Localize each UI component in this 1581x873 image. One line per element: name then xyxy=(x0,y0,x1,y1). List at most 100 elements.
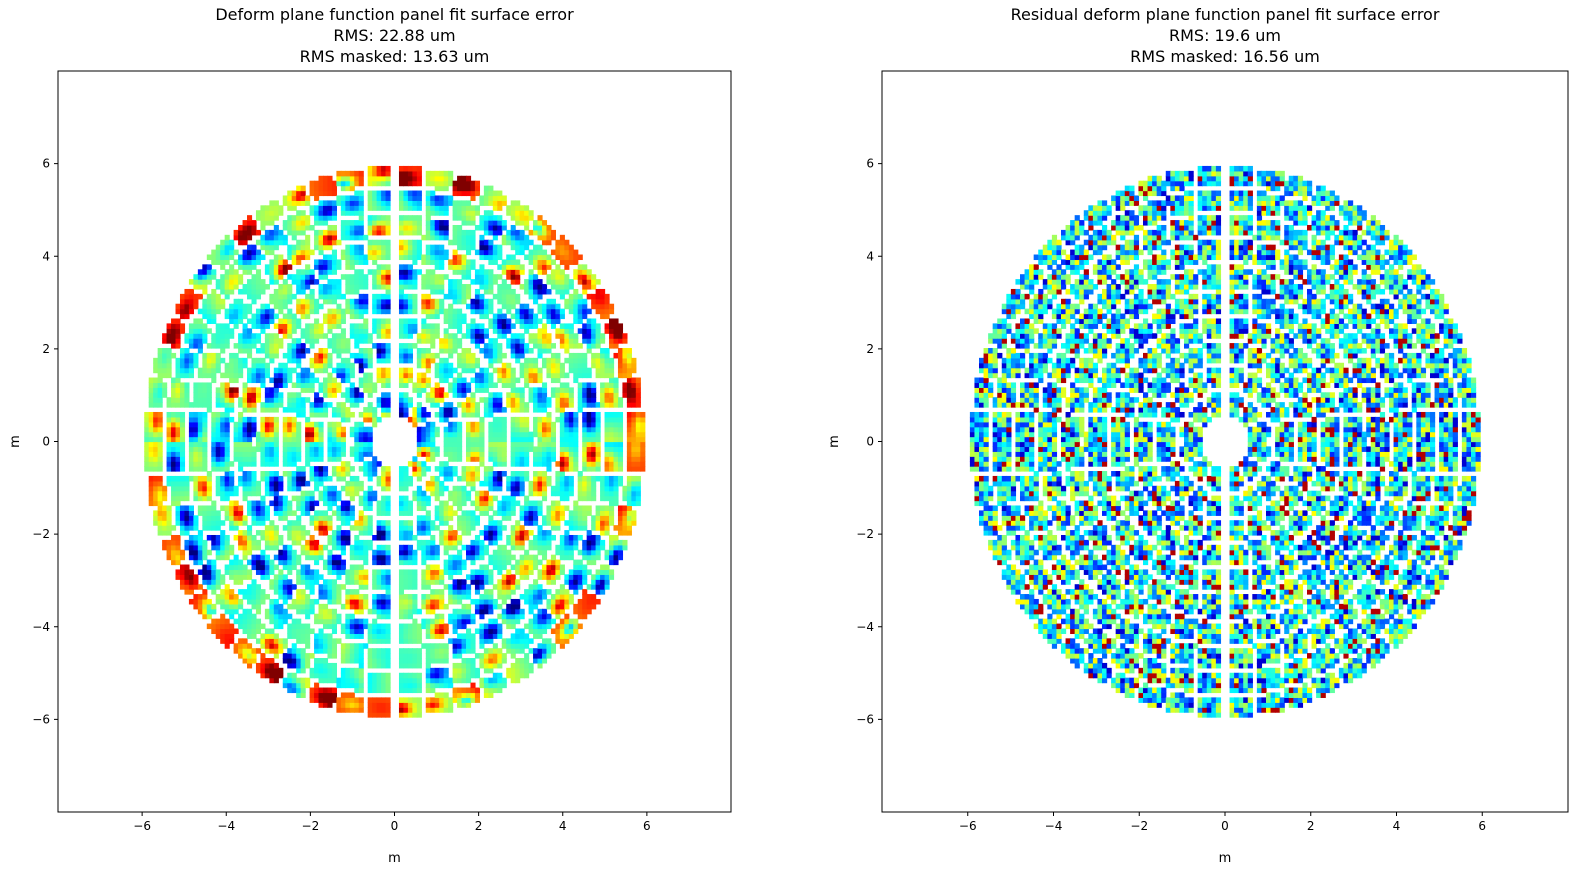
heatmap-cell xyxy=(278,510,284,516)
heatmap-cell xyxy=(282,200,288,206)
heatmap-cell xyxy=(229,249,235,256)
heatmap-cell xyxy=(412,175,418,182)
heatmap-cell xyxy=(398,682,405,689)
heatmap-cell xyxy=(287,328,293,334)
heatmap-cell xyxy=(309,471,315,477)
heatmap-cell xyxy=(336,303,342,310)
heatmap-cell xyxy=(372,308,378,315)
heatmap-cell xyxy=(381,220,387,226)
heatmap-cell xyxy=(376,687,382,694)
heatmap-cell xyxy=(331,185,337,192)
heatmap-cell xyxy=(425,229,431,236)
heatmap-cell xyxy=(238,589,244,595)
heatmap-cell xyxy=(430,180,436,187)
heatmap-cell xyxy=(398,352,405,359)
heatmap-cell xyxy=(166,554,172,561)
heatmap-cell xyxy=(434,579,440,585)
heatmap-cell xyxy=(318,446,324,452)
heatmap-cell xyxy=(452,421,458,428)
heatmap-cell xyxy=(291,677,297,684)
heatmap-cell xyxy=(336,288,342,295)
heatmap-cell xyxy=(385,653,391,659)
heatmap-cell xyxy=(184,338,190,344)
heatmap-cell xyxy=(434,200,440,206)
heatmap-cell xyxy=(385,702,391,708)
heatmap-cell xyxy=(296,608,302,615)
heatmap-cell xyxy=(202,328,208,334)
heatmap-cell xyxy=(354,574,360,580)
heatmap-cell xyxy=(148,451,154,457)
heatmap-cell xyxy=(300,662,306,669)
heatmap-cell xyxy=(403,633,409,639)
heatmap-cell xyxy=(251,249,257,256)
heatmap-cell xyxy=(448,313,454,320)
heatmap-cell xyxy=(296,352,302,359)
heatmap-cell xyxy=(381,224,387,231)
heatmap-cell xyxy=(273,653,279,659)
heatmap-cell xyxy=(309,500,315,507)
heatmap-cell xyxy=(448,589,454,595)
heatmap-cell xyxy=(430,431,436,438)
heatmap-cell xyxy=(483,254,489,261)
heatmap-cell xyxy=(251,343,257,349)
heatmap-cell xyxy=(327,318,333,324)
heatmap-cell xyxy=(434,618,440,625)
heatmap-cell xyxy=(202,323,208,329)
heatmap-cell xyxy=(322,407,329,413)
heatmap-cell xyxy=(466,608,472,615)
heatmap-cell xyxy=(238,569,244,575)
heatmap-cell xyxy=(363,298,369,305)
heatmap-cell xyxy=(340,372,346,379)
heatmap-cell xyxy=(211,608,217,615)
heatmap-cell xyxy=(479,215,485,221)
heatmap-cell xyxy=(215,426,221,433)
heatmap-cell xyxy=(376,520,382,526)
heatmap-cell xyxy=(273,264,279,270)
heatmap-cell xyxy=(452,436,458,443)
heatmap-cell xyxy=(278,613,284,620)
heatmap-cell xyxy=(358,274,364,280)
heatmap-cell xyxy=(157,416,163,423)
heatmap-cell xyxy=(247,215,253,221)
heatmap-cell xyxy=(457,436,463,443)
heatmap-cell xyxy=(247,387,253,393)
heatmap-cell xyxy=(264,648,270,654)
heatmap-cell xyxy=(452,348,458,354)
heatmap-cell xyxy=(175,436,181,443)
heatmap-cell xyxy=(452,269,458,275)
heatmap-cell xyxy=(381,367,387,374)
heatmap-cell xyxy=(273,431,279,438)
heatmap-cell xyxy=(452,239,458,246)
heatmap-cell xyxy=(193,274,199,280)
heatmap-cell xyxy=(345,490,351,497)
heatmap-cell xyxy=(314,362,320,369)
heatmap-cell xyxy=(443,702,449,708)
heatmap-cell xyxy=(407,402,413,408)
heatmap-cell xyxy=(461,589,467,595)
heatmap-cell xyxy=(407,254,413,261)
heatmap-cell xyxy=(434,525,440,531)
heatmap-cell xyxy=(300,269,306,275)
heatmap-cell xyxy=(412,702,418,708)
heatmap-cell xyxy=(372,658,378,664)
heatmap-cell xyxy=(229,352,235,359)
heatmap-cell xyxy=(251,554,257,561)
heatmap-cell xyxy=(407,279,413,285)
heatmap-cell xyxy=(220,397,226,403)
heatmap-cell xyxy=(211,293,217,300)
heatmap-cell xyxy=(255,313,262,320)
heatmap-cell xyxy=(412,559,418,566)
heatmap-cell xyxy=(242,224,248,231)
heatmap-cell xyxy=(354,397,360,403)
heatmap-cell xyxy=(403,279,409,285)
heatmap-cell xyxy=(363,284,369,290)
heatmap-cell xyxy=(461,180,467,187)
heatmap-cell xyxy=(470,234,476,241)
heatmap-cell xyxy=(215,544,221,551)
heatmap-cell xyxy=(466,520,472,526)
heatmap-cell xyxy=(327,343,333,349)
heatmap-cell xyxy=(381,712,387,718)
heatmap-cell xyxy=(296,382,302,388)
heatmap-cell xyxy=(372,215,378,221)
heatmap-cell xyxy=(425,328,431,334)
